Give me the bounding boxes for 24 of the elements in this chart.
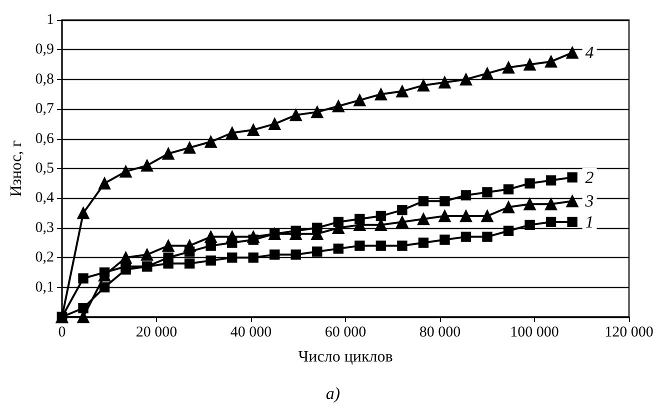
y-tick-label: 0,3 <box>35 220 54 236</box>
y-tick-label: 1 <box>46 12 54 28</box>
x-tick-label: 60 000 <box>324 324 366 340</box>
y-tick-label: 0,7 <box>35 101 54 118</box>
y-axis-title: Износ, г <box>8 140 25 197</box>
text: а) <box>326 384 340 403</box>
series-label: 4 <box>585 43 594 62</box>
series-label: 1 <box>585 212 594 232</box>
x-tick-label: 100 000 <box>510 324 559 340</box>
y-tick-label: 0,1 <box>35 279 54 296</box>
series-label: 3 <box>584 192 594 211</box>
x-tick-label: 80 000 <box>419 324 461 340</box>
x-tick-label: 40 000 <box>230 324 272 340</box>
y-tick-label: 0,6 <box>35 130 54 147</box>
x-tick-label: 20 000 <box>136 324 178 340</box>
y-tick-label: 0,8 <box>35 71 54 88</box>
y-tick-label: 0,4 <box>35 190 54 206</box>
x-tick-label: 120 000 <box>604 324 654 340</box>
y-tick-label: 0,2 <box>35 250 54 266</box>
y-tick-label: 0,5 <box>35 160 54 176</box>
x-tick-label: 0 <box>58 324 66 340</box>
x-axis-title: Число циклов <box>298 348 394 366</box>
series-label: 2 <box>585 168 594 187</box>
y-tick-label: 0,9 <box>35 42 54 58</box>
